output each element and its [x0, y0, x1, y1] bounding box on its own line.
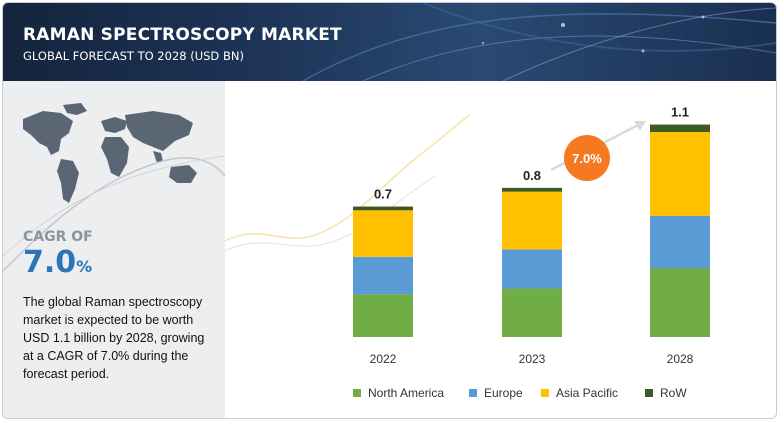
- x-tick-label-2023: 2023: [519, 352, 546, 366]
- world-map-icon: [3, 103, 225, 272]
- cagr-percent-sign: %: [76, 257, 93, 276]
- cagr-bubble: [564, 135, 610, 181]
- bar-segment-north-america-2028: [650, 268, 710, 337]
- background-curves: [225, 114, 471, 252]
- legend-item-north-america: North America: [353, 385, 444, 401]
- legend-swatch: [645, 389, 653, 397]
- total-label-2022: 0.7: [374, 187, 392, 202]
- stacked-bar-chart: 0.7 2022 0.8 2023 1.1 2028 7.0%: [225, 105, 710, 366]
- x-tick-label-2028: 2028: [667, 352, 694, 366]
- chart-title: RAMAN SPECTROSCOPY MARKET: [23, 25, 342, 45]
- cagr-value: 7.0%: [23, 245, 92, 280]
- summary-panel: CAGR OF 7.0% The global Raman spectrosco…: [3, 81, 225, 418]
- total-label-2028: 1.1: [671, 105, 689, 120]
- bar-segment-europe-2022: [353, 256, 413, 295]
- bar-segment-asia-pacific-2022: [353, 210, 413, 257]
- cagr-bubble-text: 7.0%: [572, 151, 602, 166]
- legend-item-row: RoW: [645, 385, 687, 401]
- bar-segment-asia-pacific-2023: [502, 191, 562, 250]
- legend-swatch: [469, 389, 477, 397]
- bar-segment-row-2023: [502, 187, 562, 192]
- bar-segment-row-2022: [353, 206, 413, 211]
- cagr-label: CAGR OF: [23, 229, 93, 245]
- legend-swatch: [541, 389, 549, 397]
- legend-label: North America: [368, 386, 445, 400]
- bar-segment-row-2028: [650, 124, 710, 132]
- bar-segment-north-america-2023: [502, 288, 562, 337]
- x-tick-label-2022: 2022: [370, 352, 397, 366]
- market-description: The global Raman spectroscopy market is …: [23, 295, 205, 381]
- legend-label: RoW: [660, 386, 687, 400]
- header-light-streaks: [302, 3, 776, 81]
- legend-item-europe: Europe: [469, 385, 523, 401]
- bar-segment-north-america-2022: [353, 294, 413, 337]
- legend-label: Asia Pacific: [556, 386, 619, 400]
- total-label-2023: 0.8: [523, 168, 541, 183]
- cagr-number: 7.0: [23, 245, 77, 280]
- chart-subtitle: GLOBAL FORECAST TO 2028 (USD BN): [23, 49, 244, 63]
- header-banner: RAMAN SPECTROSCOPY MARKET GLOBAL FORECAS…: [3, 3, 776, 81]
- bar-segment-europe-2023: [502, 249, 562, 289]
- growth-arrow-head: [634, 121, 646, 131]
- bar-segment-asia-pacific-2028: [650, 132, 710, 216]
- cagr-annotation: 7.0%: [550, 121, 646, 181]
- bar-segment-europe-2028: [650, 215, 710, 269]
- legend-swatch: [353, 389, 361, 397]
- legend-item-asia-pacific: Asia Pacific: [541, 385, 618, 401]
- legend-label: Europe: [484, 386, 523, 400]
